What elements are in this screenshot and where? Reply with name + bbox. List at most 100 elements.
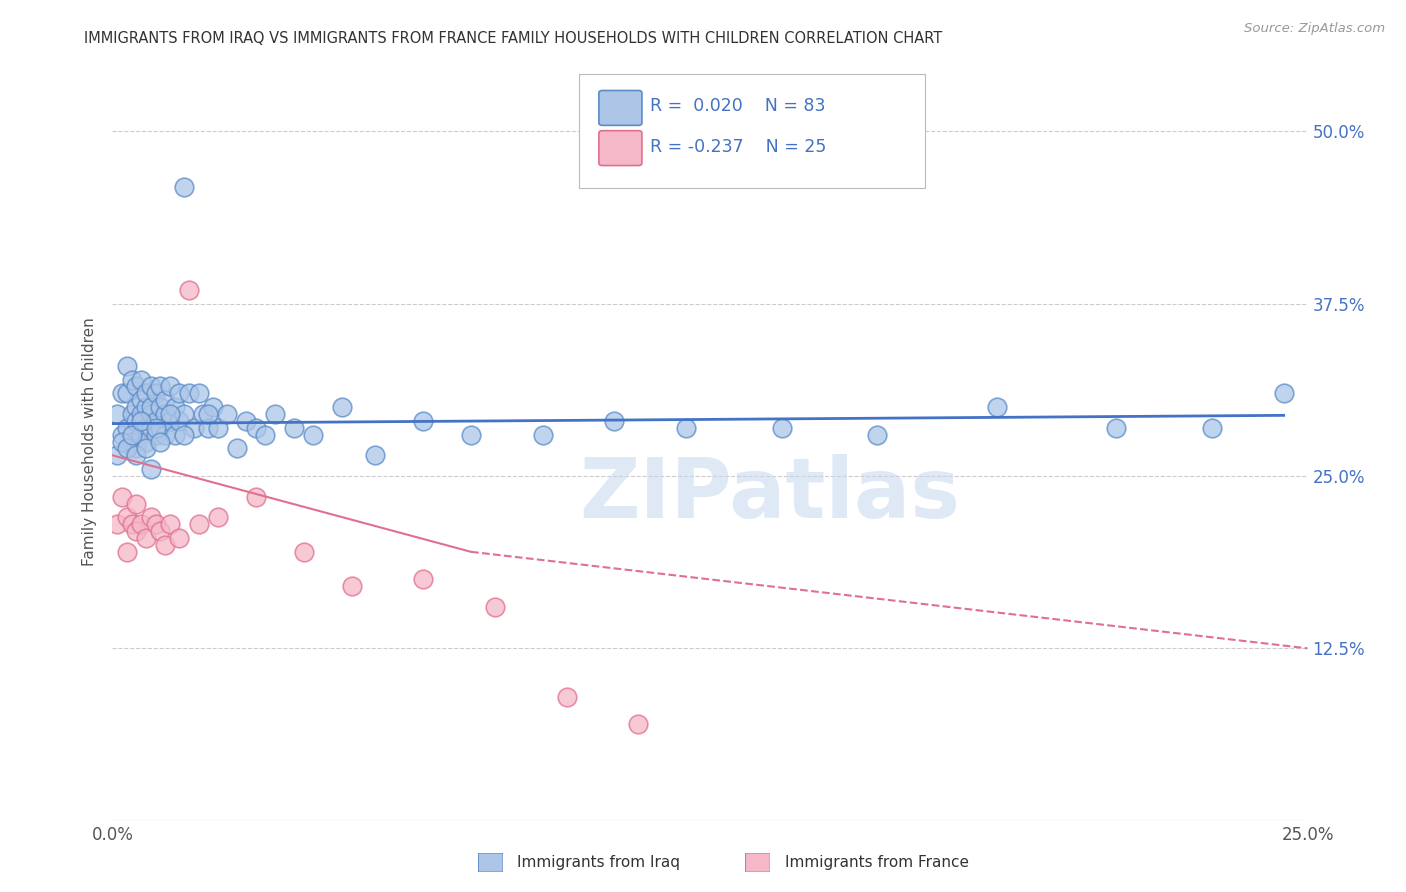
Point: [1105, 421, 1128, 435]
Text: Source: ZipAtlas.com: Source: ZipAtlas.com: [1244, 22, 1385, 36]
Point: [145, 386, 167, 401]
Point: [412, 414, 434, 428]
Point: [159, 407, 181, 421]
Point: [173, 407, 195, 421]
Text: Immigrants from Iraq: Immigrants from Iraq: [517, 855, 681, 870]
Point: [169, 531, 191, 545]
Point: [183, 421, 205, 435]
Point: [145, 414, 167, 428]
Point: [125, 414, 148, 428]
Point: [125, 379, 148, 393]
Point: [135, 400, 157, 414]
FancyBboxPatch shape: [478, 853, 503, 872]
Point: [149, 434, 172, 449]
Point: [125, 442, 148, 456]
Point: [105, 517, 128, 532]
FancyBboxPatch shape: [599, 90, 643, 126]
Point: [115, 359, 138, 373]
Point: [412, 573, 434, 587]
Point: [135, 434, 157, 449]
Point: [125, 400, 148, 414]
Point: [139, 510, 162, 524]
Point: [770, 421, 793, 435]
Point: [135, 531, 157, 545]
Point: [159, 379, 181, 393]
Point: [125, 448, 148, 462]
Point: [111, 490, 134, 504]
Point: [129, 393, 152, 408]
Point: [145, 421, 167, 435]
Point: [139, 407, 162, 421]
Point: [207, 421, 229, 435]
Point: [111, 434, 134, 449]
Point: [187, 517, 209, 532]
Point: [225, 442, 247, 456]
Point: [135, 442, 157, 456]
Point: [149, 379, 172, 393]
Point: [163, 427, 186, 442]
Point: [330, 400, 353, 414]
Point: [145, 517, 167, 532]
Point: [193, 407, 215, 421]
Point: [531, 427, 554, 442]
Point: [484, 599, 506, 614]
Point: [139, 379, 162, 393]
Point: [121, 427, 143, 442]
Point: [177, 283, 200, 297]
Point: [111, 386, 134, 401]
Point: [207, 510, 229, 524]
Text: Immigrants from France: Immigrants from France: [785, 855, 969, 870]
Point: [115, 545, 138, 559]
Text: R = -0.237    N = 25: R = -0.237 N = 25: [651, 137, 827, 155]
Point: [187, 386, 209, 401]
Point: [121, 372, 143, 386]
Point: [283, 421, 305, 435]
Point: [292, 545, 315, 559]
Point: [254, 427, 277, 442]
Point: [675, 421, 697, 435]
FancyBboxPatch shape: [745, 853, 770, 872]
Point: [163, 400, 186, 414]
Point: [159, 414, 181, 428]
Point: [115, 442, 138, 456]
Point: [364, 448, 387, 462]
Text: IMMIGRANTS FROM IRAQ VS IMMIGRANTS FROM FRANCE FAMILY HOUSEHOLDS WITH CHILDREN C: IMMIGRANTS FROM IRAQ VS IMMIGRANTS FROM …: [84, 31, 942, 46]
Point: [105, 407, 128, 421]
Point: [121, 407, 143, 421]
Point: [177, 386, 200, 401]
Point: [173, 427, 195, 442]
Point: [145, 427, 167, 442]
Point: [245, 490, 267, 504]
Point: [1201, 421, 1223, 435]
Point: [125, 524, 148, 538]
Point: [217, 407, 239, 421]
Point: [197, 421, 219, 435]
Point: [129, 414, 152, 428]
Point: [153, 427, 176, 442]
FancyBboxPatch shape: [579, 74, 925, 187]
Point: [173, 179, 195, 194]
Point: [245, 421, 267, 435]
Point: [139, 462, 162, 476]
Point: [129, 407, 152, 421]
Point: [149, 524, 172, 538]
Point: [149, 421, 172, 435]
Point: [197, 407, 219, 421]
Point: [986, 400, 1008, 414]
Point: [153, 393, 176, 408]
Text: ZIPatlas: ZIPatlas: [579, 454, 960, 535]
Point: [129, 427, 152, 442]
Point: [139, 400, 162, 414]
Point: [603, 414, 626, 428]
Point: [153, 538, 176, 552]
Point: [264, 407, 287, 421]
Point: [121, 434, 143, 449]
Point: [153, 407, 176, 421]
Point: [159, 517, 181, 532]
Point: [129, 372, 152, 386]
Point: [1272, 386, 1295, 401]
Point: [555, 690, 578, 704]
Point: [460, 427, 482, 442]
Point: [105, 448, 128, 462]
Point: [169, 386, 191, 401]
